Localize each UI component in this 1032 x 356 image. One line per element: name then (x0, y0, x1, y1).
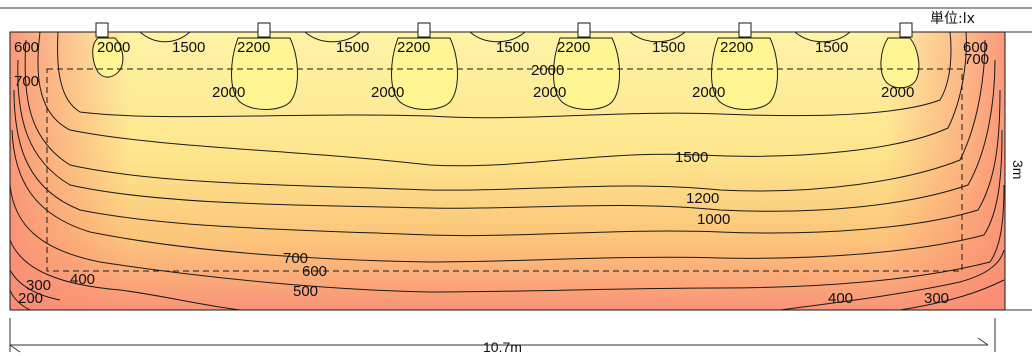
label-2000-3: 2000 (533, 84, 566, 101)
scallop-4 (629, 31, 686, 43)
scallop-3 (469, 31, 526, 43)
luminaire-4 (577, 22, 591, 38)
label-2000-top: 2000 (97, 39, 130, 56)
label-600-left: 600 (14, 39, 39, 56)
label-400-right: 400 (828, 290, 853, 307)
label-500-low: 500 (293, 283, 318, 300)
hotspot-5 (711, 37, 778, 110)
contour-700 (13, 89, 1001, 237)
scallop-5 (794, 31, 851, 43)
floor-fill (10, 32, 1005, 310)
contour-200-left (9, 289, 31, 311)
label-2200-1: 2200 (237, 39, 270, 56)
contour-1200 (24, 39, 986, 192)
label-2200-3: 2200 (557, 39, 590, 56)
width-label: 10.7m (483, 339, 522, 355)
hotspot-4 (553, 37, 620, 110)
width-ticks (9, 337, 989, 353)
label-700-right: 700 (964, 51, 989, 68)
label-2000-center: 2000 (531, 62, 564, 79)
width-dimension: 10.7m (9, 318, 996, 355)
label-2000-5: 2000 (881, 84, 914, 101)
contour-400-left (9, 239, 241, 311)
label-1500-top-5: 1500 (815, 39, 848, 56)
label-1200: 1200 (686, 190, 719, 207)
hotspot-2200-group (92, 37, 920, 110)
scallop-2 (304, 31, 361, 43)
label-600-right: 600 (963, 39, 988, 56)
contour-300-right (899, 279, 1005, 311)
label-2000-2: 2000 (371, 84, 404, 101)
plot-area (10, 32, 1005, 310)
luminaire-5 (738, 22, 752, 38)
luminaire-2 (257, 22, 271, 38)
luminaires (95, 22, 913, 38)
task-area-dashed (46, 68, 963, 272)
label-700-low: 700 (283, 250, 308, 267)
contour-1500 (37, 31, 967, 167)
hotspot-3 (391, 37, 458, 110)
hotspot-2 (231, 37, 298, 110)
label-1500-top-4: 1500 (652, 39, 685, 56)
contour-400-right (779, 249, 1005, 311)
scallop-1 (139, 31, 191, 43)
luminaire-6 (899, 22, 913, 38)
unit-label: 単位:lx (930, 11, 975, 27)
luminaire-3 (417, 22, 431, 38)
label-400-left: 400 (70, 271, 95, 288)
label-300-left: 300 (26, 277, 51, 294)
contour-1000 (17, 59, 996, 212)
contour-2000 (57, 31, 952, 119)
label-700-left: 700 (14, 73, 39, 90)
label-1500-mid: 1500 (675, 149, 708, 166)
height-label: 3m (1010, 160, 1026, 179)
label-600-low: 600 (302, 263, 327, 280)
label-300-right: 300 (924, 290, 949, 307)
label-2000-1: 2000 (212, 84, 245, 101)
hotspot-1 (92, 37, 124, 78)
contour-600 (11, 129, 1003, 263)
luminaire-1 (95, 22, 109, 38)
label-2200-4: 2200 (720, 39, 753, 56)
labels-2000: 2000 2000 2000 2000 2000 2000 (212, 62, 914, 101)
label-1000: 1000 (697, 211, 730, 228)
label-1500-top-3: 1500 (496, 39, 529, 56)
hotspot-6 (880, 37, 920, 89)
top-scallops (139, 31, 851, 43)
label-2000-4: 2000 (692, 84, 725, 101)
label-1500-top-1: 1500 (172, 39, 205, 56)
label-1500-top-2: 1500 (336, 39, 369, 56)
plot-border (9, 31, 1006, 311)
label-2200-2: 2200 (397, 39, 430, 56)
label-200-left: 200 (18, 290, 43, 307)
height-dimension: 3m (1005, 31, 1032, 311)
top-row-labels: 600 2000 1500 2200 1500 2200 1500 2200 1… (14, 39, 988, 56)
contour-300-left (9, 269, 61, 301)
